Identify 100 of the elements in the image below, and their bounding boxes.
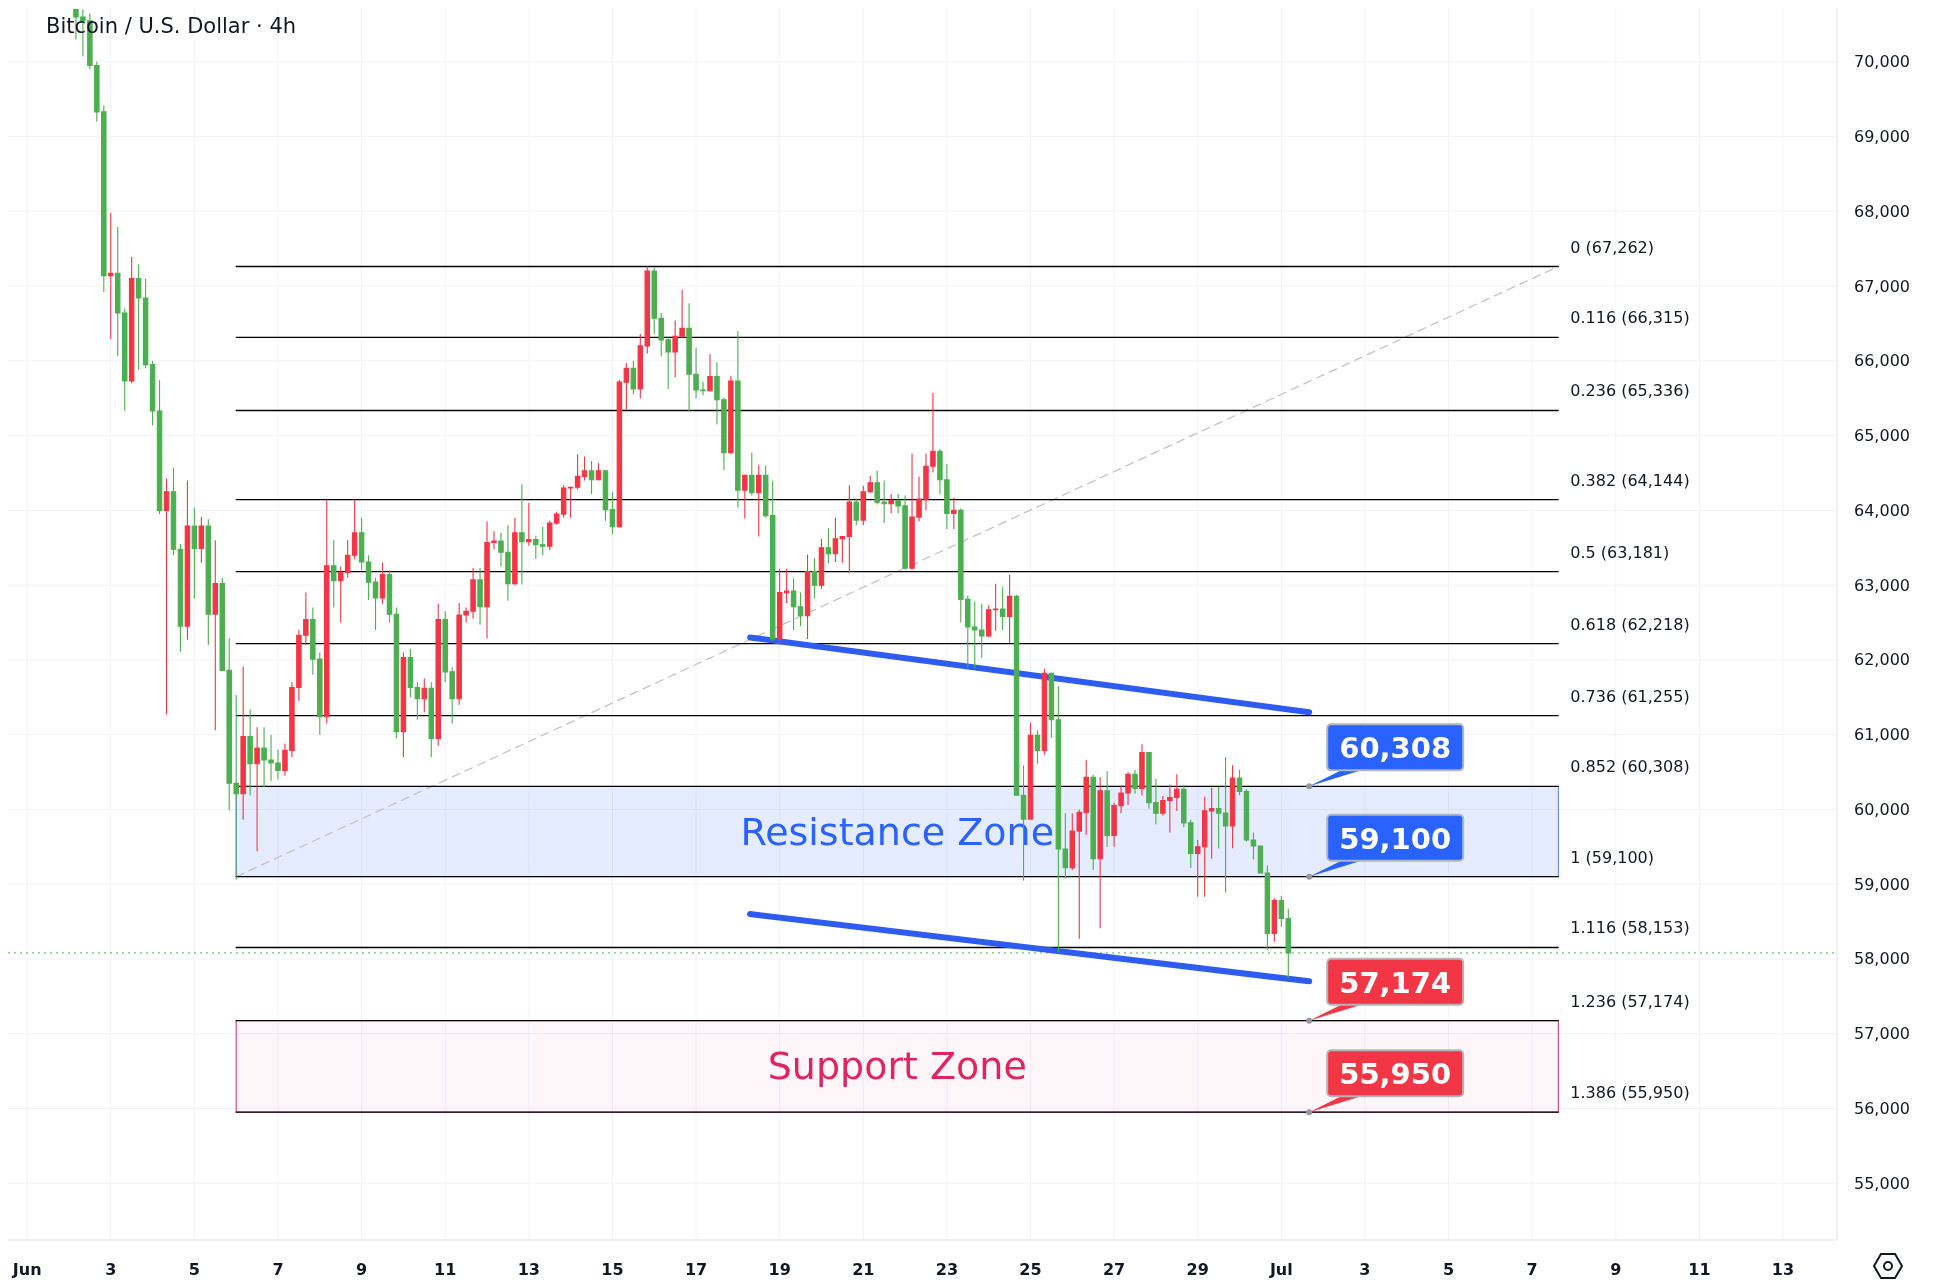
x-tick-label: 17 (684, 1259, 708, 1279)
x-tick-label: 27 (1102, 1259, 1126, 1279)
y-tick-label: 63,000 (1854, 575, 1910, 595)
y-tick-label: 67,000 (1854, 276, 1910, 296)
candlestick (135, 263, 142, 371)
candlestick (519, 483, 525, 585)
candlestick (512, 517, 518, 586)
candlestick (324, 498, 330, 724)
candlestick (108, 212, 114, 340)
series-label: 0.736 (61,255) (1570, 686, 1690, 706)
candlestick (951, 497, 957, 530)
candlestick (735, 330, 741, 508)
candlestick (574, 453, 581, 490)
candlestick (609, 491, 616, 535)
candlestick (1104, 770, 1110, 848)
y-tick-label: 65,000 (1854, 426, 1910, 446)
candlestick (212, 539, 219, 731)
y-tick-label: 66,000 (1854, 351, 1910, 371)
x-tick-label: 23 (935, 1259, 959, 1279)
x-tick-label: 29 (1186, 1259, 1209, 1279)
x-tick-label: 13 (517, 1259, 540, 1279)
candlestick (825, 527, 832, 564)
x-tick-label: 3 (1359, 1259, 1371, 1279)
x-tick-label: 21 (852, 1259, 875, 1279)
candlestick (1250, 832, 1257, 861)
candlestick (749, 452, 755, 496)
candlestick (1090, 774, 1096, 871)
candlestick (1236, 769, 1243, 796)
candlestick (435, 603, 441, 747)
y-tick-label: 62,000 (1854, 650, 1910, 670)
y-tick-label: 70,000 (1854, 52, 1910, 72)
x-tick-label: 9 (356, 1259, 368, 1279)
candlestick (790, 577, 797, 631)
x-tick-label: 5 (188, 1259, 200, 1279)
y-tick-label: 55,000 (1854, 1173, 1910, 1193)
candlestick (128, 256, 135, 384)
candlestick (254, 726, 260, 852)
x-tick-label: 11 (1688, 1259, 1711, 1279)
candlestick (205, 518, 212, 646)
x-tick-label: 7 (1526, 1259, 1538, 1279)
candlestick (372, 577, 379, 631)
candlestick (756, 464, 762, 538)
x-tick-label: 25 (1019, 1259, 1042, 1279)
candlestick (888, 493, 894, 514)
candlestick (804, 553, 811, 640)
candlestick (1222, 756, 1229, 893)
y-tick-label: 61,000 (1854, 725, 1910, 745)
y-tick-label: 58,000 (1854, 949, 1910, 969)
candlestick (526, 502, 532, 547)
candlestick (623, 362, 630, 411)
x-tick-label: 11 (434, 1259, 457, 1279)
x-tick-label: 19 (768, 1259, 791, 1279)
x-tick-label: 3 (105, 1259, 117, 1279)
y-tick-label: 59,000 (1854, 874, 1910, 894)
x-tick-label: 15 (601, 1259, 624, 1279)
candlestick (365, 554, 372, 601)
candlestick (421, 678, 428, 713)
y-tick-label: 57,000 (1854, 1024, 1910, 1044)
candlestick (1132, 769, 1138, 795)
candlestick (358, 517, 365, 571)
candlestick (191, 506, 198, 600)
series-label: 0.116 (66,315) (1570, 308, 1690, 328)
candlestick (1006, 574, 1013, 644)
y-tick-label: 60,000 (1854, 799, 1910, 819)
y-tick-label: 56,000 (1854, 1098, 1910, 1118)
candlestick (247, 708, 253, 796)
candlestick (707, 353, 713, 393)
y-tick-label: 68,000 (1854, 201, 1910, 221)
candlestick (581, 455, 588, 482)
series-label: 1 (59,100) (1570, 847, 1655, 867)
annotation: 57,174 (1339, 965, 1452, 1000)
y-tick-label: 64,000 (1854, 500, 1910, 520)
x-tick-label: 13 (1771, 1259, 1795, 1279)
candlestick (832, 517, 839, 563)
candlestick (1215, 786, 1222, 849)
candlestick (163, 477, 170, 716)
annotation: 60,308 (1339, 731, 1452, 766)
series-label: 1.386 (55,950) (1570, 1083, 1690, 1103)
candlestick (728, 375, 734, 455)
candlestick (1097, 776, 1103, 929)
series-label: 0.382 (64,144) (1570, 470, 1690, 490)
series-label: 0.618 (62,218) (1570, 614, 1690, 634)
x-tick-label: Jul (1268, 1259, 1293, 1279)
candlestick (853, 497, 860, 526)
candlestick (999, 586, 1006, 631)
candlestick (797, 592, 804, 627)
candlestick (742, 473, 748, 520)
candlestick (1034, 729, 1041, 765)
candlestick (330, 539, 337, 609)
x-tick-label: Jun (11, 1259, 42, 1279)
candlestick (588, 460, 595, 495)
annotation: 59,100 (1339, 821, 1452, 856)
annotation: 55,950 (1339, 1057, 1452, 1092)
band-label: Support Zone (767, 1044, 1027, 1089)
candlestick (428, 681, 435, 758)
candlestick (1139, 743, 1145, 796)
candlestick (811, 557, 818, 600)
series-label: 0.852 (60,308) (1570, 757, 1690, 777)
series-label: 0 (67,262) (1570, 237, 1655, 257)
series-label: 1.236 (57,174) (1570, 991, 1690, 1011)
